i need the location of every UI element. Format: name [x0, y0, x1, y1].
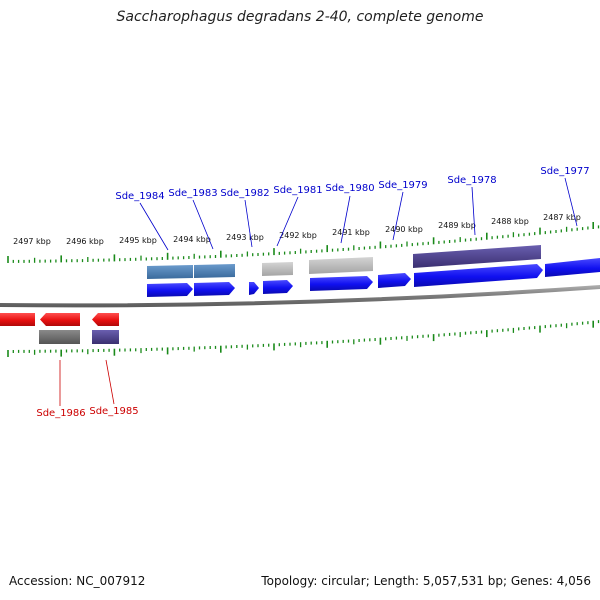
feature-box	[309, 257, 373, 274]
forward-gene-track	[147, 258, 600, 297]
genes-label: Genes:	[510, 574, 553, 588]
reverse-gene-arrow	[0, 313, 35, 326]
forward-gene-arrow	[194, 282, 235, 296]
genes-value: 4,056	[556, 574, 591, 588]
ruler-label: 2497 kbp	[13, 237, 51, 246]
gene-label-sde-1977[interactable]: Sde_1977	[540, 166, 589, 177]
ruler-ticks-lower	[7, 320, 600, 357]
ruler-label: 2495 kbp	[119, 236, 157, 245]
gene-label-sde-1979[interactable]: Sde_1979	[378, 180, 427, 191]
ruler-label: 2488 kbp	[491, 217, 529, 226]
reverse-label-leaders	[59, 359, 115, 406]
length-value: 5,057,531 bp	[422, 574, 503, 588]
gene-label-sde-1985[interactable]: Sde_1985	[89, 406, 138, 417]
forward-gene-labels: Sde_1984 Sde_1983 Sde_1982 Sde_1981 Sde_…	[115, 166, 589, 202]
gene-label-sde-1984[interactable]: Sde_1984	[115, 191, 164, 202]
feature-box	[194, 264, 235, 278]
reverse-gene-labels: Sde_1986 Sde_1985	[36, 406, 138, 419]
reverse-gene-arrow	[92, 313, 119, 326]
feature-box	[147, 265, 193, 279]
ruler-label: 2494 kbp	[173, 235, 211, 244]
gene-label-sde-1982[interactable]: Sde_1982	[220, 188, 269, 199]
gene-label-sde-1986[interactable]: Sde_1986	[36, 408, 85, 419]
forward-gene-arrow	[147, 283, 193, 297]
genome-backbone	[0, 285, 600, 308]
forward-gene-arrow	[414, 264, 543, 287]
feature-box	[262, 262, 293, 276]
ruler-labels: 2497 kbp 2496 kbp 2495 kbp 2494 kbp 2493…	[13, 213, 581, 246]
gene-label-sde-1978[interactable]: Sde_1978	[447, 175, 496, 186]
ruler-label: 2493 kbp	[226, 233, 264, 242]
forward-gene-arrow	[263, 280, 293, 294]
feature-track-lower	[39, 330, 119, 344]
ruler-label: 2489 kbp	[438, 221, 476, 230]
ruler-label: 2492 kbp	[279, 231, 317, 240]
ruler-ticks-upper	[7, 222, 600, 263]
feature-box	[39, 330, 80, 344]
feature-box	[413, 245, 541, 268]
ruler-label: 2496 kbp	[66, 237, 104, 246]
length-label: Length:	[373, 574, 420, 588]
gene-label-sde-1983[interactable]: Sde_1983	[168, 188, 217, 199]
forward-label-leaders	[139, 177, 578, 251]
gene-label-sde-1981[interactable]: Sde_1981	[273, 185, 322, 196]
topology-label: Topology:	[261, 574, 318, 588]
reverse-gene-arrow	[40, 313, 80, 326]
accession-info: Accession: NC_007912	[9, 574, 145, 588]
genome-stats: Topology: circular; Length: 5,057,531 bp…	[261, 574, 591, 588]
reverse-gene-track	[0, 313, 119, 326]
accession-value: NC_007912	[76, 574, 146, 588]
forward-gene-arrow	[310, 276, 373, 291]
topology-value: circular	[321, 574, 366, 588]
genome-title: Saccharophagus degradans 2-40, complete …	[116, 9, 484, 25]
forward-gene-arrow	[249, 282, 259, 295]
ruler-label: 2487 kbp	[543, 213, 581, 222]
accession-label: Accession:	[9, 574, 73, 588]
ruler-label: 2491 kbp	[332, 228, 370, 237]
forward-gene-arrow	[545, 258, 600, 277]
ruler-label: 2490 kbp	[385, 225, 423, 234]
feature-box	[92, 330, 119, 344]
forward-gene-arrow	[378, 273, 411, 288]
gene-label-sde-1980[interactable]: Sde_1980	[325, 183, 374, 194]
feature-track	[147, 245, 541, 279]
